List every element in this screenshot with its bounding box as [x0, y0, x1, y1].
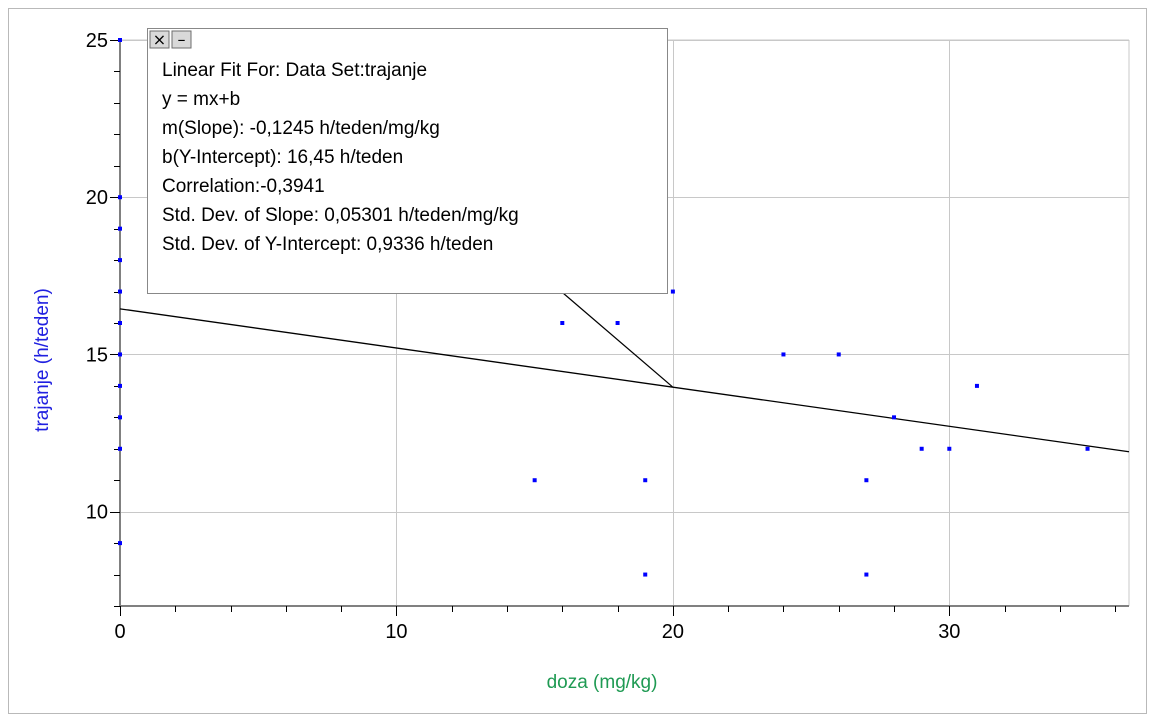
data-point: [974, 383, 979, 388]
data-point: [118, 446, 122, 451]
y-tick-label: 10: [86, 502, 108, 524]
x-axis-title: doza (mg/kg): [547, 672, 658, 693]
data-point: [118, 226, 122, 231]
data-point: [864, 572, 869, 577]
data-point: [919, 446, 924, 451]
annotation-line: Correlation:-0,3941: [162, 176, 325, 197]
data-point: [1085, 446, 1090, 451]
close-icon: ×: [153, 30, 166, 49]
regression-line: [119, 308, 1130, 453]
y-axis-title: trajanje (h/teden): [32, 288, 53, 432]
annotation-line: Std. Dev. of Slope: 0,05301 h/teden/mg/k…: [162, 205, 519, 226]
annotation-text: Linear Fit For: Data Set:trajanje y = mx+…: [162, 60, 519, 255]
data-point: [118, 38, 122, 42]
annotation-minimize-button[interactable]: –: [171, 30, 192, 49]
annotation-line: Linear Fit For: Data Set:trajanje: [162, 60, 427, 81]
data-point: [118, 321, 122, 325]
data-point: [643, 478, 648, 483]
linear-fit-annotation[interactable]: × – Linear Fit For: Data Set:trajanje y =…: [147, 28, 668, 294]
data-point: [118, 195, 122, 200]
annotation-close-button[interactable]: ×: [149, 30, 170, 49]
annotation-line: Std. Dev. of Y-Intercept: 0,9336 h/teden: [162, 234, 493, 255]
data-point: [947, 446, 952, 451]
annotation-line: m(Slope): -0,1245 h/teden/mg/kg: [162, 118, 440, 139]
annotation-box: [147, 28, 668, 294]
fit-line-layer: [119, 292, 1130, 453]
data-point: [670, 289, 675, 294]
data-point: [560, 321, 565, 325]
y-tick-label: 25: [86, 30, 108, 52]
data-point: [118, 383, 122, 388]
data-point: [615, 321, 620, 325]
x-tick-label: 20: [662, 621, 684, 643]
y-tick-label: 15: [86, 344, 108, 366]
x-tick-label: 10: [385, 621, 407, 643]
data-point: [118, 258, 122, 263]
data-point: [643, 572, 648, 577]
data-point: [532, 478, 537, 483]
data-point: [781, 352, 786, 357]
data-point: [118, 415, 122, 420]
x-tick-label: 0: [114, 621, 125, 643]
annotation-line: y = mx+b: [162, 89, 240, 110]
annotation-line: b(Y-Intercept): 16,45 h/teden: [162, 147, 403, 168]
data-point: [892, 415, 897, 420]
ticks: 0 10 20 30 10 15 20 25: [86, 30, 1116, 643]
minimize-icon: –: [178, 30, 186, 49]
data-points: [118, 38, 1090, 577]
data-point: [836, 352, 841, 357]
data-point: [864, 478, 869, 483]
y-tick-label: 20: [86, 187, 108, 209]
data-point: [118, 289, 122, 294]
annotation-leader-line: [562, 292, 674, 388]
data-point: [118, 352, 122, 357]
x-tick-label: 30: [938, 621, 960, 643]
data-point: [118, 541, 122, 546]
